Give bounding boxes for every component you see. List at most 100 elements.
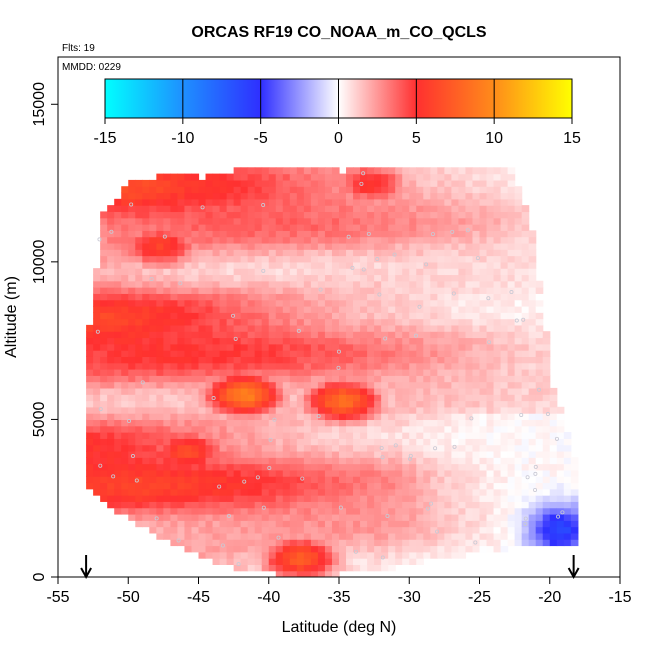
field-cell [142,400,150,408]
field-cell [507,476,516,484]
field-cell [556,482,565,490]
field-cell [212,539,221,547]
field-cell [402,356,410,364]
field-cell [254,217,263,225]
field-cell [507,198,516,206]
field-cell [353,558,361,565]
field-cell [135,299,143,307]
field-cell [128,337,136,345]
field-cell [93,362,101,370]
field-cell [240,318,249,326]
field-cell [346,558,354,565]
field-cell [381,513,389,521]
field-cell [170,381,179,389]
field-cell [177,526,186,534]
field-cell [289,293,298,301]
field-cell [135,482,143,490]
field-cell [142,438,150,446]
field-cell [177,331,186,339]
field-cell [205,356,214,364]
field-cell [254,230,263,238]
field-cell [402,413,410,421]
field-cell [212,469,221,477]
field-cell [247,413,256,421]
field-cell [346,476,354,484]
field-cell [296,293,305,301]
field-cell [212,274,221,282]
sample-point [523,521,528,526]
field-cell [135,375,143,383]
field-cell [409,305,417,313]
field-cell [191,356,200,364]
field-cell [261,476,270,484]
field-cell [339,482,347,490]
field-cell [100,318,108,326]
field-cell [310,488,319,496]
field-cell [156,287,164,294]
field-cell [402,520,410,528]
field-cell [177,419,186,427]
field-cell [507,400,516,408]
field-cell [275,173,284,181]
field-cell [367,224,375,231]
field-cell [346,331,354,339]
field-cell [296,432,305,439]
field-cell [226,450,235,458]
field-cell [163,242,171,250]
field-cell [114,406,122,414]
field-cell [219,261,228,269]
field-cell [275,406,284,414]
field-cell [486,362,495,370]
field-cell [156,192,164,200]
field-cell [261,198,270,206]
field-cell [233,381,242,389]
field-cell [395,551,403,559]
field-cell [353,387,361,395]
field-cell [226,501,235,509]
field-cell [184,450,193,458]
field-cell [507,457,516,465]
field-cell [170,501,179,509]
field-cell [339,255,347,263]
field-cell [247,495,256,502]
field-cell [282,312,291,320]
field-cell [493,387,502,395]
field-cell [472,280,481,288]
field-cell [149,369,157,376]
field-cell [444,179,452,187]
field-cell [437,469,445,477]
field-cell [353,236,361,244]
field-cell [261,394,270,402]
field-cell [409,532,417,540]
sample-point [350,265,355,270]
field-cell [226,469,235,477]
field-cell [360,482,368,490]
field-cell [479,242,488,250]
field-cell [184,205,193,213]
field-cell [100,362,108,370]
field-cell [268,312,277,320]
field-cell [296,438,305,446]
field-cell [163,406,171,414]
field-cell [184,394,193,402]
field-cell [268,551,277,559]
field-cell [212,432,221,439]
field-cell [381,539,389,547]
field-cell [268,413,277,421]
field-cell [142,507,150,515]
field-cell [226,526,235,534]
field-cell [219,280,228,288]
field-cell [121,280,129,288]
field-cell [535,369,544,376]
field-cell [135,350,143,357]
field-cell [339,242,347,250]
field-cell [282,413,291,421]
field-cell [437,520,445,528]
field-cell [507,381,516,389]
field-cell [374,167,382,175]
field-cell [317,217,326,225]
field-cell [423,425,431,433]
field-cell [170,242,179,250]
field-cell [339,186,347,194]
field-cell [142,362,150,370]
